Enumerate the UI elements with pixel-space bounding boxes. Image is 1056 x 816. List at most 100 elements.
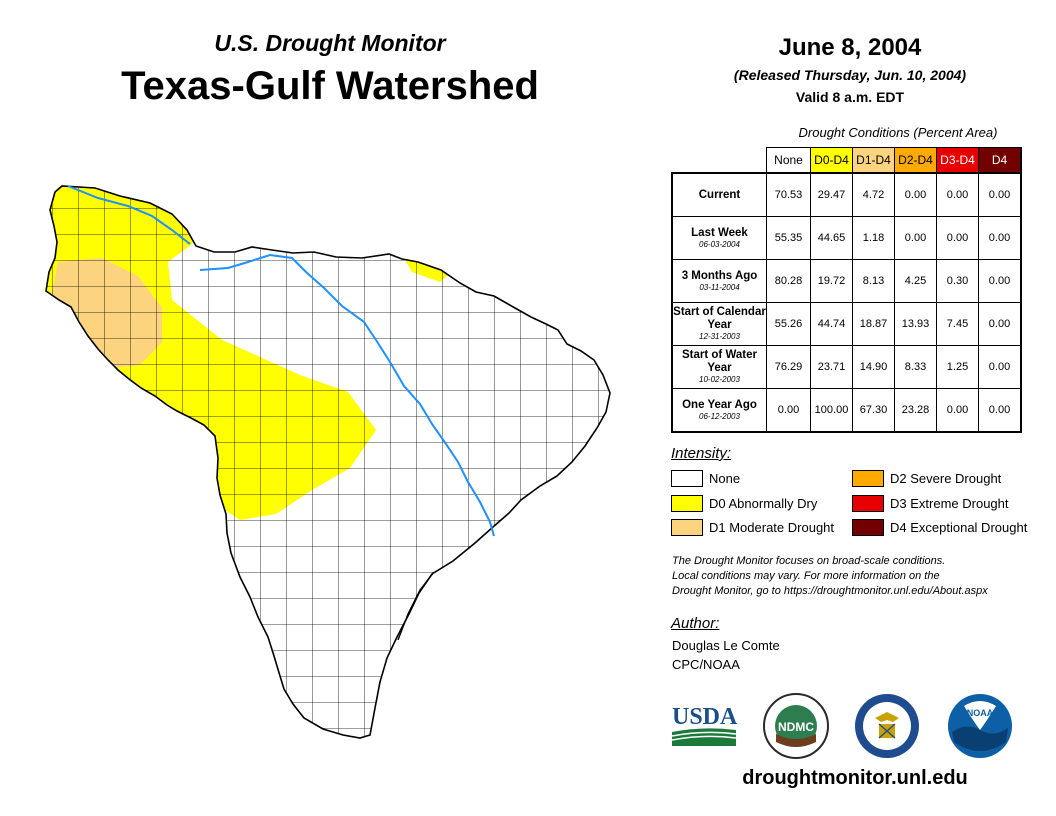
table-cell: 0.30 bbox=[936, 259, 979, 303]
commerce-seal-icon bbox=[855, 694, 919, 758]
river-main bbox=[199, 253, 495, 537]
table-cell: 23.71 bbox=[810, 345, 853, 389]
col-header-d1-d4: D1-D4 bbox=[852, 147, 895, 174]
table-cell: 0.00 bbox=[936, 388, 979, 433]
table-cell: 55.35 bbox=[766, 216, 811, 260]
legend-item-d4: D4 Exceptional Drought bbox=[852, 519, 1027, 536]
usda-logo-icon: USDA bbox=[671, 704, 738, 746]
table-cell: 4.72 bbox=[852, 172, 895, 217]
table-cell: 4.25 bbox=[894, 259, 937, 303]
noaa-logo-icon: NOAA bbox=[948, 694, 1012, 758]
table-cell: 44.74 bbox=[810, 302, 853, 346]
table-cell: 0.00 bbox=[978, 259, 1022, 303]
legend-label: D4 Exceptional Drought bbox=[890, 520, 1028, 535]
table-header-row: None D0-D4 D1-D4 D2-D4 D3-D4 D4 bbox=[672, 147, 1022, 174]
row-label-start-water-year: Start of Water Year 10-02-2003 bbox=[671, 345, 767, 389]
table-cell: 76.29 bbox=[766, 345, 811, 389]
table-cell: 80.28 bbox=[766, 259, 811, 303]
author-heading: Author: bbox=[671, 615, 720, 632]
watershed-boundary bbox=[45, 185, 611, 739]
table-cell: 67.30 bbox=[852, 388, 895, 433]
col-header-d3-d4: D3-D4 bbox=[936, 147, 979, 174]
drought-map bbox=[45, 185, 611, 739]
col-header-none: None bbox=[766, 147, 811, 174]
table-cell: 14.90 bbox=[852, 345, 895, 389]
legend-label: D2 Severe Drought bbox=[890, 471, 1002, 486]
table-row: Last Week 06-03-2004 55.35 44.65 1.18 0.0… bbox=[671, 216, 1022, 260]
table-cell: 0.00 bbox=[978, 172, 1022, 217]
legend-item-none: None bbox=[671, 470, 740, 487]
drought-conditions-table: None D0-D4 D1-D4 D2-D4 D3-D4 D4 Current … bbox=[671, 147, 1022, 433]
table-cell: 1.25 bbox=[936, 345, 979, 389]
note-line: The Drought Monitor focuses on broad-sca… bbox=[672, 555, 946, 567]
usda-logo-text: USDA bbox=[672, 704, 738, 730]
table-cell: 0.00 bbox=[894, 216, 937, 260]
county-lines bbox=[46, 186, 610, 738]
legend-item-d1: D1 Moderate Drought bbox=[671, 519, 834, 536]
author-name: Douglas Le Comte bbox=[672, 638, 780, 653]
table-cell: 0.00 bbox=[894, 172, 937, 217]
ndmc-logo-icon: NDMC bbox=[763, 693, 829, 759]
table-row: 3 Months Ago 03-11-2004 80.28 19.72 8.13 … bbox=[671, 259, 1022, 303]
valid-time: Valid 8 a.m. EDT bbox=[795, 89, 905, 105]
table-cell: 70.53 bbox=[766, 172, 811, 217]
table-cell: 8.33 bbox=[894, 345, 937, 389]
table-cell: 0.00 bbox=[978, 388, 1022, 433]
table-cell: 0.00 bbox=[978, 302, 1022, 346]
table-cell: 0.00 bbox=[978, 345, 1022, 389]
website-link[interactable]: droughtmonitor.unl.edu bbox=[742, 767, 968, 789]
legend-label: D1 Moderate Drought bbox=[709, 520, 835, 535]
release-date: (Released Thursday, Jun. 10, 2004) bbox=[733, 67, 967, 83]
noaa-logo-text: NOAA bbox=[967, 708, 994, 718]
intensity-heading: Intensity: bbox=[671, 445, 732, 462]
table-cell: 0.00 bbox=[978, 216, 1022, 260]
conditions-title: Drought Conditions (Percent Area) bbox=[798, 125, 998, 140]
row-label-one-year-ago: One Year Ago 06-12-2003 bbox=[671, 388, 767, 433]
row-label-start-calendar-year: Start of Calendar Year 12-31-2003 bbox=[671, 302, 767, 346]
row-label-3-months-ago: 3 Months Ago 03-11-2004 bbox=[671, 259, 767, 303]
table-cell: 100.00 bbox=[810, 388, 853, 433]
header-blank-cell bbox=[672, 147, 767, 174]
table-cell: 18.87 bbox=[852, 302, 895, 346]
legend-label: D3 Extreme Drought bbox=[890, 496, 1009, 511]
table-row: Start of Calendar Year 12-31-2003 55.26 4… bbox=[671, 302, 1022, 346]
author-org: CPC/NOAA bbox=[672, 657, 740, 672]
table-cell: 7.45 bbox=[936, 302, 979, 346]
legend-swatch bbox=[852, 495, 884, 512]
table-cell: 0.00 bbox=[936, 216, 979, 260]
row-label-last-week: Last Week 06-03-2004 bbox=[671, 216, 767, 260]
table-row: Start of Water Year 10-02-2003 76.29 23.7… bbox=[671, 345, 1022, 389]
legend-label: None bbox=[709, 471, 741, 486]
table-row: One Year Ago 06-12-2003 0.00 100.00 67.30… bbox=[671, 388, 1022, 433]
legend-swatch bbox=[671, 519, 703, 536]
table-cell: 55.26 bbox=[766, 302, 811, 346]
legend-swatch bbox=[671, 470, 703, 487]
map-title: Texas-Gulf Watershed bbox=[121, 64, 539, 108]
table-cell: 0.00 bbox=[936, 172, 979, 217]
map-subtitle: U.S. Drought Monitor bbox=[214, 30, 446, 56]
legend-swatch bbox=[852, 519, 884, 536]
legend-item-d0: D0 Abnormally Dry bbox=[671, 495, 817, 512]
col-header-d4: D4 bbox=[978, 147, 1022, 174]
barrier-island bbox=[397, 571, 435, 641]
table-cell: 44.65 bbox=[810, 216, 853, 260]
table-row: Current 70.53 29.47 4.72 0.00 0.00 0.00 bbox=[671, 172, 1022, 217]
disclaimer-note: The Drought Monitor focuses on broad-sca… bbox=[672, 554, 1052, 599]
table-cell: 19.72 bbox=[810, 259, 853, 303]
col-header-d0-d4: D0-D4 bbox=[810, 147, 853, 174]
table-cell: 13.93 bbox=[894, 302, 937, 346]
legend-item-d2: D2 Severe Drought bbox=[852, 470, 1001, 487]
river-northern bbox=[67, 185, 191, 245]
row-label-current: Current bbox=[671, 172, 767, 217]
col-header-d2-d4: D2-D4 bbox=[894, 147, 937, 174]
table-cell: 29.47 bbox=[810, 172, 853, 217]
legend-swatch bbox=[852, 470, 884, 487]
table-cell: 1.18 bbox=[852, 216, 895, 260]
table-cell: 23.28 bbox=[894, 388, 937, 433]
note-line: Local conditions may vary. For more info… bbox=[672, 570, 940, 582]
table-cell: 0.00 bbox=[766, 388, 811, 433]
legend-swatch bbox=[671, 495, 703, 512]
table-cell: 8.13 bbox=[852, 259, 895, 303]
note-line: Drought Monitor, go to https://droughtmo… bbox=[672, 585, 988, 597]
map-date: June 8, 2004 bbox=[778, 34, 922, 61]
